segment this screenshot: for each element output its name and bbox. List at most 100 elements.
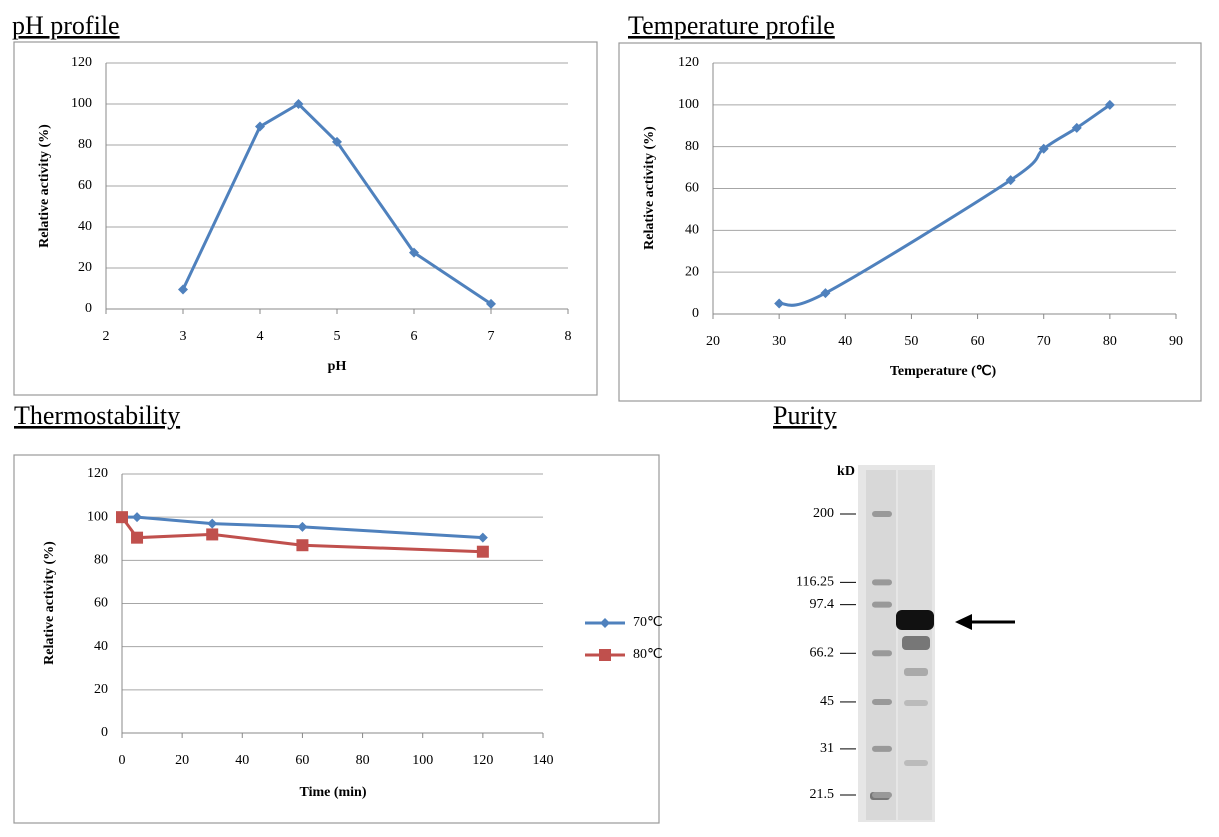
- x-axis-label: pH: [328, 359, 347, 374]
- data-point: [206, 528, 219, 541]
- x-tick-label: 4: [257, 329, 264, 344]
- marker-band: [872, 650, 892, 657]
- y-axis-label: Relative activity (%): [642, 126, 657, 250]
- data-point: [1071, 122, 1082, 133]
- marker-label: 45: [820, 694, 834, 709]
- data-point: [1038, 143, 1049, 154]
- y-tick-label: 80: [94, 553, 108, 568]
- marker-band: [872, 698, 892, 705]
- x-tick-label: 3: [180, 329, 187, 344]
- data-point: [774, 298, 785, 309]
- data-point: [409, 247, 419, 258]
- panel-title: Thermostability: [14, 401, 180, 430]
- data-point: [476, 545, 489, 558]
- y-tick-label: 20: [78, 260, 92, 275]
- y-tick-label: 60: [685, 181, 699, 196]
- x-tick-label: 0: [119, 753, 126, 768]
- y-tick-label: 80: [78, 137, 92, 152]
- y-tick-label: 120: [87, 466, 108, 481]
- marker-band: [872, 601, 892, 608]
- y-tick-label: 100: [71, 96, 92, 111]
- legend-label: 70℃: [633, 615, 663, 630]
- y-tick-label: 80: [685, 139, 699, 154]
- data-point: [296, 539, 309, 552]
- x-tick-label: 60: [295, 753, 309, 768]
- x-tick-label: 80: [1103, 334, 1117, 349]
- y-tick-label: 0: [101, 725, 108, 740]
- marker-label: 116.25: [796, 575, 834, 590]
- data-point: [178, 284, 188, 295]
- panel-frame: [13, 454, 660, 824]
- marker-label: 66.2: [810, 646, 835, 661]
- x-tick-label: 30: [772, 334, 786, 349]
- x-tick-label: 120: [472, 753, 493, 768]
- marker-label: 21.5: [810, 787, 835, 802]
- marker-band: [872, 792, 892, 798]
- marker-label: 31: [820, 741, 834, 756]
- y-tick-label: 100: [678, 97, 699, 112]
- x-tick-label: 100: [412, 753, 433, 768]
- marker-band: [872, 579, 892, 586]
- y-tick-label: 0: [85, 301, 92, 316]
- x-tick-label: 40: [838, 334, 852, 349]
- data-point: [297, 521, 308, 532]
- y-tick-label: 20: [685, 264, 699, 279]
- data-point: [477, 532, 488, 543]
- data-point: [332, 136, 342, 147]
- x-tick-label: 140: [533, 753, 554, 768]
- panel-frame: [618, 42, 1202, 402]
- y-tick-label: 40: [685, 223, 699, 238]
- panel-title: pH profile: [12, 11, 120, 40]
- data-point: [820, 288, 831, 299]
- panel-title: Purity: [773, 401, 837, 430]
- y-tick-label: 20: [94, 682, 108, 697]
- marker-label: 200: [813, 506, 834, 521]
- y-tick-label: 60: [78, 178, 92, 193]
- data-point: [131, 531, 144, 544]
- x-tick-label: 2: [103, 329, 110, 344]
- x-tick-label: 90: [1169, 334, 1183, 349]
- y-tick-label: 120: [71, 55, 92, 70]
- marker-band: [872, 745, 892, 752]
- x-tick-label: 80: [356, 753, 370, 768]
- marker-label: 97.4: [810, 597, 835, 612]
- x-tick-label: 7: [488, 329, 495, 344]
- data-point: [207, 518, 218, 529]
- x-tick-label: 6: [411, 329, 418, 344]
- data-line: [181, 102, 492, 306]
- y-tick-label: 120: [678, 55, 699, 70]
- data-point: [600, 618, 610, 628]
- data-point: [1005, 175, 1016, 186]
- y-axis-label: Relative activity (%): [42, 541, 57, 665]
- data-point: [599, 649, 611, 661]
- y-tick-label: 40: [78, 219, 92, 234]
- data-point: [255, 121, 265, 132]
- data-point: [1104, 99, 1115, 110]
- y-tick-label: 0: [692, 306, 699, 321]
- x-tick-label: 8: [565, 329, 572, 344]
- data-point: [116, 511, 128, 524]
- x-axis-label: Time (min): [299, 785, 366, 800]
- panel-title: Temperature profile: [628, 11, 835, 40]
- data-point: [486, 298, 496, 309]
- marker-band: [872, 511, 892, 517]
- y-tick-label: 100: [87, 509, 108, 524]
- x-tick-label: 20: [706, 334, 720, 349]
- y-axis-label: Relative activity (%): [37, 124, 52, 248]
- x-tick-label: 60: [971, 334, 985, 349]
- x-axis-label: Temperature (℃): [890, 364, 997, 379]
- unit-label: kD: [837, 464, 855, 479]
- x-tick-label: 70: [1037, 334, 1051, 349]
- gel-image: [858, 465, 935, 822]
- x-tick-label: 5: [334, 329, 341, 344]
- y-tick-label: 40: [94, 639, 108, 654]
- data-point: [293, 99, 304, 109]
- y-tick-label: 60: [94, 596, 108, 611]
- legend-label: 80℃: [633, 647, 663, 662]
- x-tick-label: 50: [904, 334, 918, 349]
- arrow: [955, 614, 1015, 630]
- data-point: [132, 512, 143, 523]
- x-tick-label: 20: [175, 753, 189, 768]
- x-tick-label: 40: [235, 753, 249, 768]
